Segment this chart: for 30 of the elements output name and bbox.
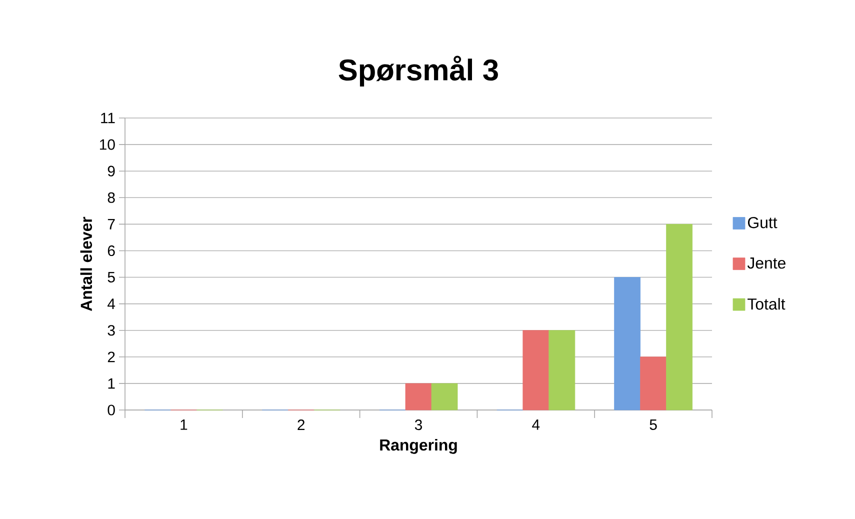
- y-tick-label: 4: [108, 298, 116, 309]
- x-tick-label: 4: [532, 420, 540, 430]
- y-axis-title: Antall elever: [80, 216, 92, 312]
- y-tick-label: 1: [108, 378, 115, 389]
- bar: [666, 224, 693, 410]
- y-tick-label: 9: [108, 166, 115, 176]
- bar: [431, 383, 458, 410]
- y-tick-label: 11: [101, 112, 115, 124]
- x-tick-label: 5: [650, 420, 657, 430]
- y-tick-label: 8: [108, 192, 115, 203]
- y-tick-label: 6: [108, 245, 115, 256]
- y-tick-label: 3: [108, 325, 115, 336]
- bar: [405, 383, 432, 410]
- bar: [522, 330, 550, 410]
- x-tick-label: 1: [180, 420, 188, 430]
- x-tick-label: 3: [414, 420, 422, 430]
- x-tick-label: 2: [298, 420, 305, 430]
- y-tick-label: 2: [108, 352, 115, 362]
- chart-title: Spørsmål 3: [338, 56, 498, 86]
- bar: [640, 356, 666, 410]
- bar: [548, 330, 576, 410]
- y-tick-label: 7: [108, 219, 115, 230]
- legend-label: Jente: [747, 258, 786, 269]
- legend-label: Totalt: [748, 298, 786, 310]
- y-tick-label: 5: [108, 272, 115, 282]
- bar: [614, 277, 640, 410]
- y-tick-label: 0: [108, 404, 115, 416]
- y-tick-label: 10: [100, 139, 115, 150]
- x-axis-title: Rangering: [380, 438, 457, 454]
- legend-label: Gutt: [748, 216, 778, 228]
